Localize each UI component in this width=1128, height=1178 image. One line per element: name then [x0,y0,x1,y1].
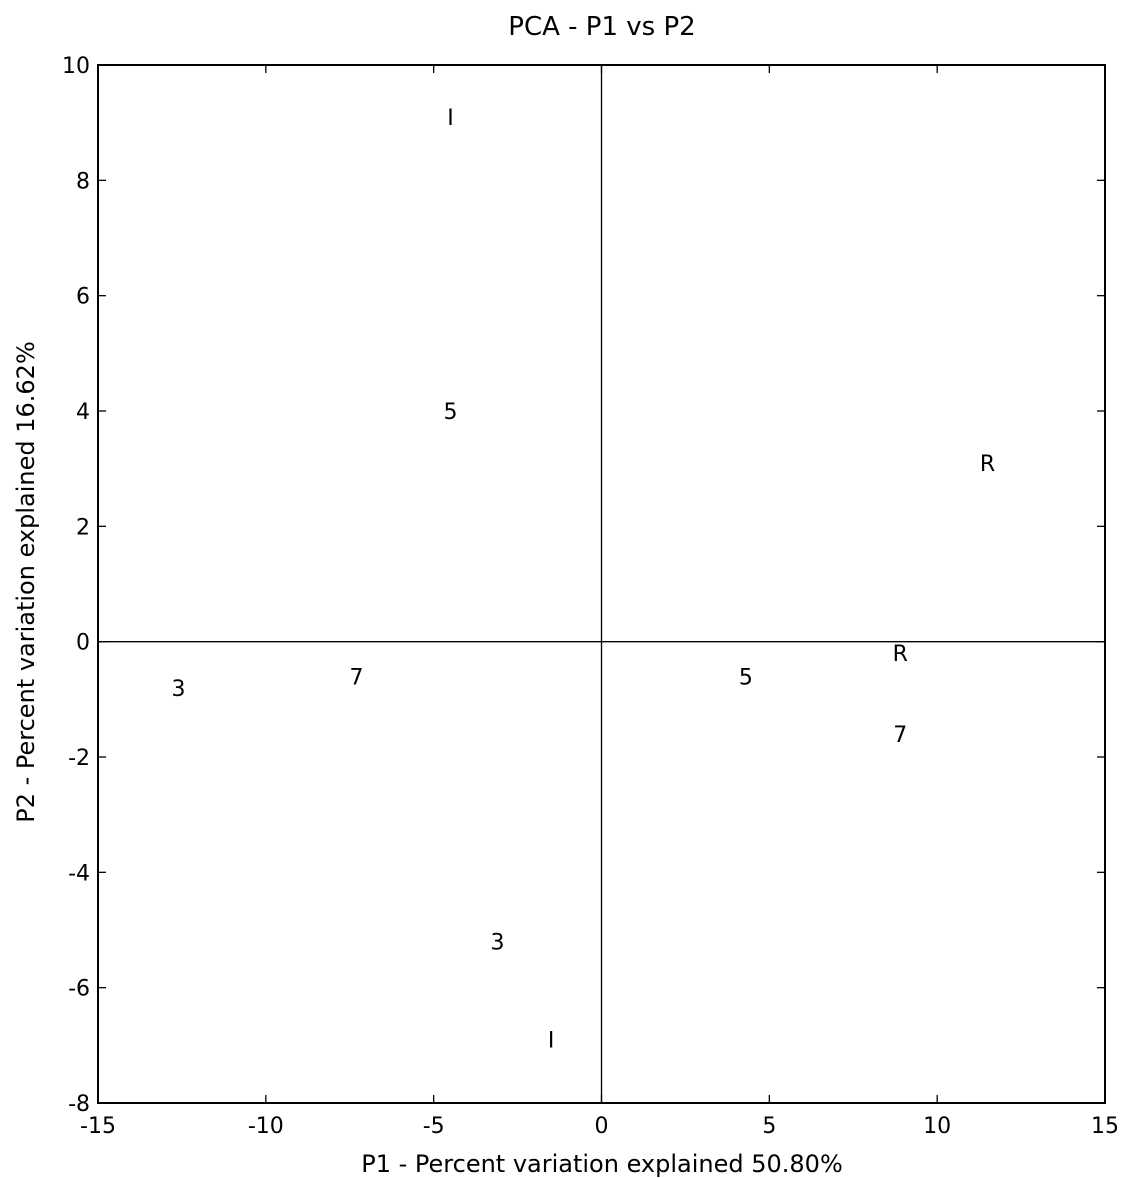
data-point-label: 3 [490,931,504,956]
data-point-label: 5 [739,665,753,690]
chart-title: PCA - P1 vs P2 [508,12,695,42]
y-tick-label: 10 [62,54,90,79]
x-tick-label: 0 [595,1114,609,1139]
x-tick-label: -15 [80,1114,116,1139]
y-tick-label: -8 [68,1092,90,1117]
y-tick-label: -2 [68,746,90,771]
x-tick-label: 5 [762,1114,776,1139]
x-axis-label: P1 - Percent variation explained 50.80% [361,1150,843,1178]
y-tick-label: 4 [76,400,90,425]
y-tick-label: -6 [68,977,90,1002]
data-point-label: I [447,106,454,131]
data-point-label: R [893,642,908,667]
x-tick-label: -5 [423,1114,445,1139]
data-point-label: 5 [443,400,457,425]
x-tick-label: -10 [248,1114,284,1139]
data-point-label: 7 [349,665,363,690]
data-point-label: I [548,1029,555,1054]
plot-area: -15 -10 -5 0 5 10 15 -8 -6 -4 -2 0 2 4 6 8 10 I 5 R 3 7 5 R 7 3 I [62,54,1119,1139]
data-point-label: 3 [172,677,186,702]
y-tick-label: 8 [76,169,90,194]
data-point-label: R [980,452,995,477]
y-axis-label: P2 - Percent variation explained 16.62% [12,341,40,823]
y-tick-label: 2 [76,515,90,540]
y-tick-label: -4 [68,861,90,886]
y-tick-label: 0 [76,631,90,656]
y-tick-label: 6 [76,285,90,310]
data-point-label: 7 [893,723,907,748]
x-tick-label: 15 [1091,1114,1119,1139]
x-tick-label: 10 [923,1114,951,1139]
